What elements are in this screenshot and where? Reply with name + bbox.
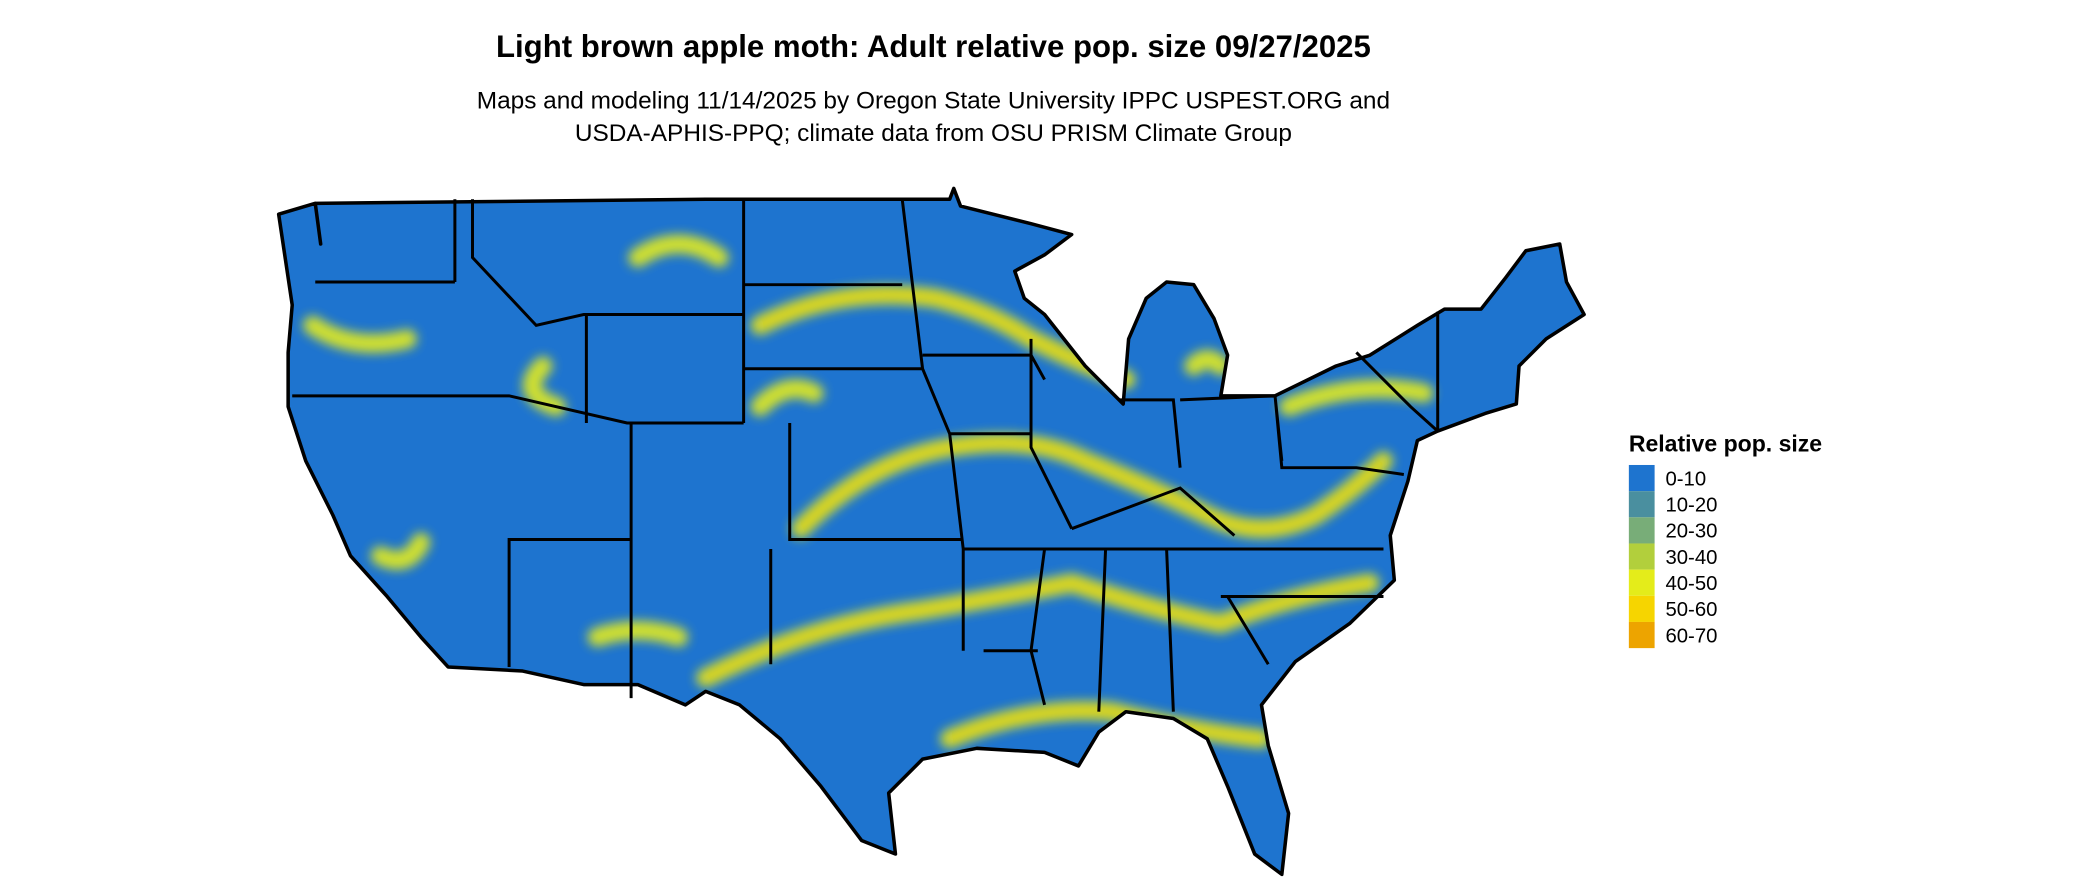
high-population-areas [303, 234, 1434, 749]
legend-label: 40-50 [1665, 573, 1717, 595]
legend-label: 50-60 [1665, 599, 1717, 621]
high-population-core [797, 439, 1387, 533]
legend-title: Relative pop. size [1629, 430, 1822, 456]
legend-swatch [1628, 569, 1655, 596]
legend: 0-10 10-20 20-30 30-40 40-50 50-60 60-70 [1628, 464, 1717, 649]
high-population-core [946, 707, 1265, 743]
legend-swatch [1628, 595, 1655, 622]
high-population-band [587, 620, 689, 647]
legend-swatch [1628, 464, 1655, 492]
legend-label: 0-10 [1665, 468, 1706, 490]
map-subtitle: USDA-APHIS-PPQ; climate data from OSU PR… [575, 120, 1292, 147]
legend-swatch [1628, 517, 1655, 544]
high-population-band [628, 234, 729, 268]
high-population-band [370, 532, 431, 570]
legend-swatch [1628, 543, 1655, 570]
map-subtitle: Maps and modeling 11/14/2025 by Oregon S… [477, 87, 1390, 114]
high-population-band [1279, 379, 1434, 417]
map-title: Light brown apple moth: Adult relative p… [496, 29, 1371, 64]
legend-label: 10-20 [1665, 494, 1717, 516]
legend-label: 60-70 [1665, 625, 1717, 647]
legend-label: 20-30 [1665, 521, 1717, 543]
legend-swatch [1628, 621, 1655, 649]
legend-swatch [1628, 491, 1655, 518]
country-outline [276, 186, 1586, 877]
high-population-band [303, 315, 417, 353]
high-population-band [1184, 349, 1231, 376]
land [278, 188, 1585, 875]
legend-label: 30-40 [1665, 547, 1717, 569]
us-map [276, 186, 1586, 877]
high-population-core [756, 291, 1130, 383]
high-population-core [702, 579, 1374, 682]
high-population-band [750, 379, 824, 417]
